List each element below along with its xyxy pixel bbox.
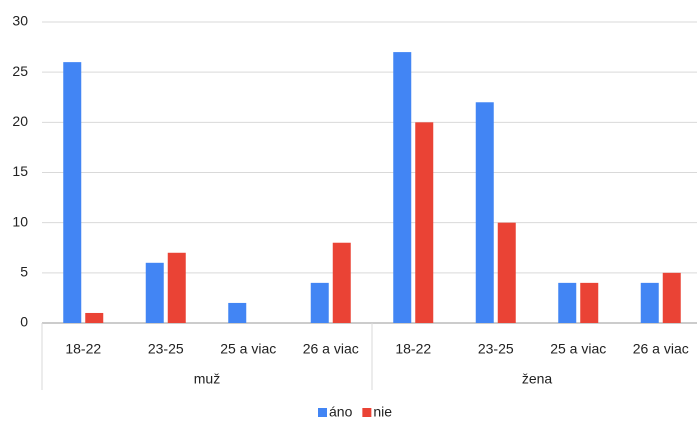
y-tick-label: 0 (20, 314, 28, 330)
bar (393, 52, 412, 323)
bar (662, 272, 681, 323)
group-label: žena (522, 371, 553, 387)
bar (332, 242, 351, 323)
group-label: muž (194, 371, 220, 387)
bar (145, 262, 164, 323)
bar (475, 102, 494, 324)
y-tick-label: 30 (12, 13, 28, 29)
bar (497, 222, 516, 323)
bar (310, 282, 329, 323)
x-tick-label: 23-25 (478, 341, 514, 357)
y-tick-label: 25 (12, 63, 28, 79)
y-tick-label: 10 (12, 213, 28, 229)
legend-label: nie (373, 404, 392, 420)
x-tick-label: 18-22 (395, 341, 431, 357)
bar (228, 302, 247, 323)
x-tick-label: 23-25 (148, 341, 184, 357)
x-tick-label: 26 a viac (303, 341, 359, 357)
bar (167, 252, 186, 323)
y-tick-label: 15 (12, 163, 28, 179)
bar (640, 282, 659, 323)
bar (415, 122, 434, 323)
x-tick-label: 18-22 (65, 341, 101, 357)
x-tick-label: 25 a viac (550, 341, 606, 357)
y-tick-label: 20 (12, 113, 28, 129)
bar (63, 62, 82, 324)
legend-swatch (362, 408, 372, 417)
legend-label: áno (329, 404, 353, 420)
bar (85, 312, 104, 323)
legend-swatch (318, 408, 327, 417)
bar (558, 282, 577, 323)
y-tick-label: 5 (20, 264, 28, 280)
x-tick-label: 25 a viac (220, 341, 276, 357)
x-tick-label: 26 a viac (633, 341, 689, 357)
bar (580, 282, 599, 323)
